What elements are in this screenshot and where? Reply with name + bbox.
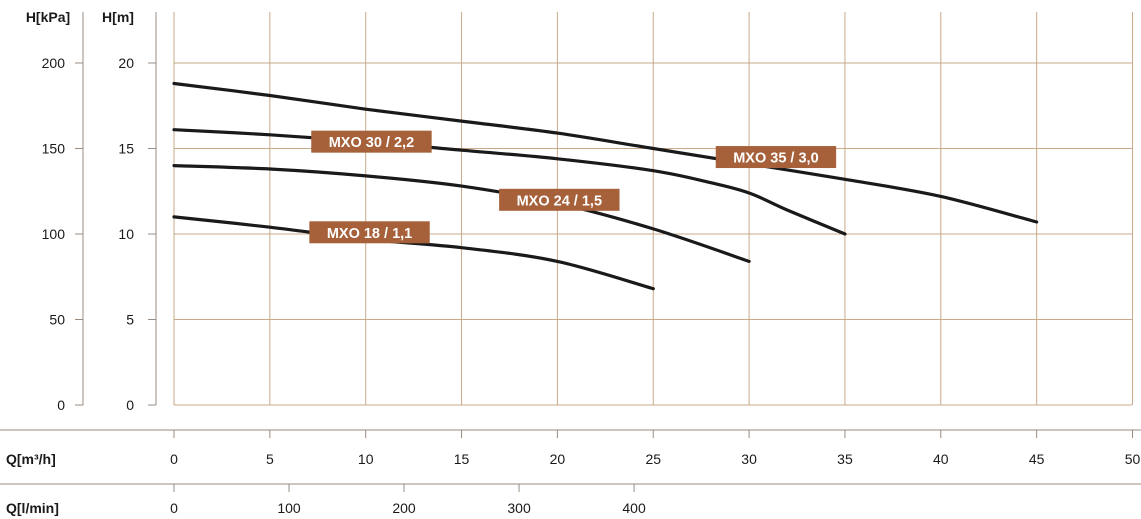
curve-mxo-24-1-5 bbox=[172, 164, 751, 263]
q-lmin-tick-label: 200 bbox=[392, 500, 416, 516]
q-m3h-tick-label: 20 bbox=[550, 451, 566, 467]
curve-label-text: MXO 35 / 3,0 bbox=[733, 151, 818, 167]
performance-curves bbox=[172, 81, 1039, 291]
axes: H[kPa] H[m]05010015020005101520Q[m³/h]Q[l… bbox=[0, 9, 1141, 516]
q-m3h-tick-label: 30 bbox=[741, 451, 757, 467]
curve-label-text: MXO 24 / 1,5 bbox=[517, 193, 602, 209]
h-kpa-tick-label: 200 bbox=[42, 55, 66, 71]
curve-mxo-35-3-0 bbox=[172, 81, 1039, 224]
h-m-axis-title: H[m] bbox=[102, 9, 134, 25]
curve-label-box bbox=[309, 221, 430, 244]
h-m-tick-label: 20 bbox=[118, 55, 134, 71]
h-kpa-tick-label: 0 bbox=[57, 397, 65, 413]
curve-mxo-30-2-2 bbox=[172, 128, 847, 236]
q-m3h-tick-label: 0 bbox=[170, 451, 178, 467]
q-m3h-tick-label: 15 bbox=[454, 451, 470, 467]
q-m3h-axis-title: Q[m³/h] bbox=[6, 451, 56, 467]
q-lmin-tick-label: 0 bbox=[170, 500, 178, 516]
curve-label-box bbox=[311, 130, 432, 153]
q-m3h-tick-label: 5 bbox=[266, 451, 274, 467]
h-kpa-tick-label: 50 bbox=[49, 312, 65, 328]
q-lmin-tick-label: 400 bbox=[622, 500, 646, 516]
curve-mxo-18-1-1 bbox=[172, 215, 655, 291]
curve-label-text: MXO 18 / 1,1 bbox=[327, 226, 412, 242]
h-m-tick-label: 5 bbox=[126, 312, 134, 328]
curve-labels: MXO 35 / 3,0 MXO 30 / 2,2 MXO 24 / 1,5 MXO … bbox=[309, 130, 837, 244]
q-m3h-tick-label: 40 bbox=[933, 451, 949, 467]
q-m3h-tick-label: 50 bbox=[1125, 451, 1141, 467]
h-kpa-tick-label: 150 bbox=[42, 141, 66, 157]
q-m3h-tick-label: 25 bbox=[645, 451, 661, 467]
h-m-tick-label: 15 bbox=[118, 141, 134, 157]
curve-label-box bbox=[715, 146, 837, 169]
q-lmin-tick-label: 100 bbox=[277, 500, 301, 516]
curve-label-box bbox=[499, 188, 620, 211]
h-kpa-axis-title: H[kPa] bbox=[26, 9, 70, 25]
q-m3h-tick-label: 45 bbox=[1029, 451, 1045, 467]
h-m-tick-label: 0 bbox=[126, 397, 134, 413]
q-m3h-tick-label: 35 bbox=[837, 451, 853, 467]
q-lmin-tick-label: 300 bbox=[507, 500, 531, 516]
curve-label-text: MXO 30 / 2,2 bbox=[329, 135, 414, 151]
h-m-tick-label: 10 bbox=[118, 226, 134, 242]
q-lmin-axis-title: Q[l/min] bbox=[6, 500, 59, 516]
q-m3h-tick-label: 10 bbox=[358, 451, 374, 467]
h-kpa-tick-label: 100 bbox=[42, 226, 66, 242]
